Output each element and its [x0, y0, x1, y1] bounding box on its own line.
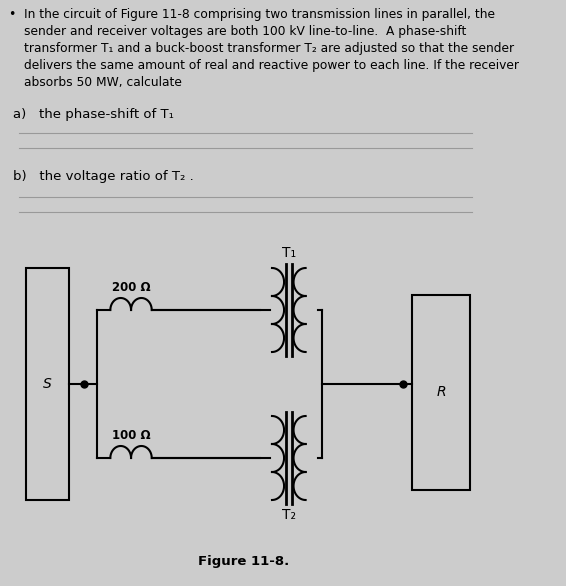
Text: In the circuit of Figure 11-8 comprising two transmission lines in parallel, the: In the circuit of Figure 11-8 comprising…	[24, 8, 519, 89]
Bar	[26, 268, 69, 500]
Text: R: R	[436, 386, 446, 400]
Text: b)   the voltage ratio of T₂ .: b) the voltage ratio of T₂ .	[13, 170, 194, 183]
Text: a)   the phase-shift of T₁: a) the phase-shift of T₁	[13, 108, 174, 121]
Text: 200 Ω: 200 Ω	[112, 281, 151, 294]
Bar	[412, 295, 470, 490]
Text: T₂: T₂	[282, 508, 296, 522]
Text: 100 Ω: 100 Ω	[112, 429, 151, 442]
Text: T₁: T₁	[282, 246, 296, 260]
Text: S: S	[43, 377, 52, 391]
Text: •: •	[8, 8, 16, 21]
Text: Figure 11-8.: Figure 11-8.	[198, 555, 290, 568]
